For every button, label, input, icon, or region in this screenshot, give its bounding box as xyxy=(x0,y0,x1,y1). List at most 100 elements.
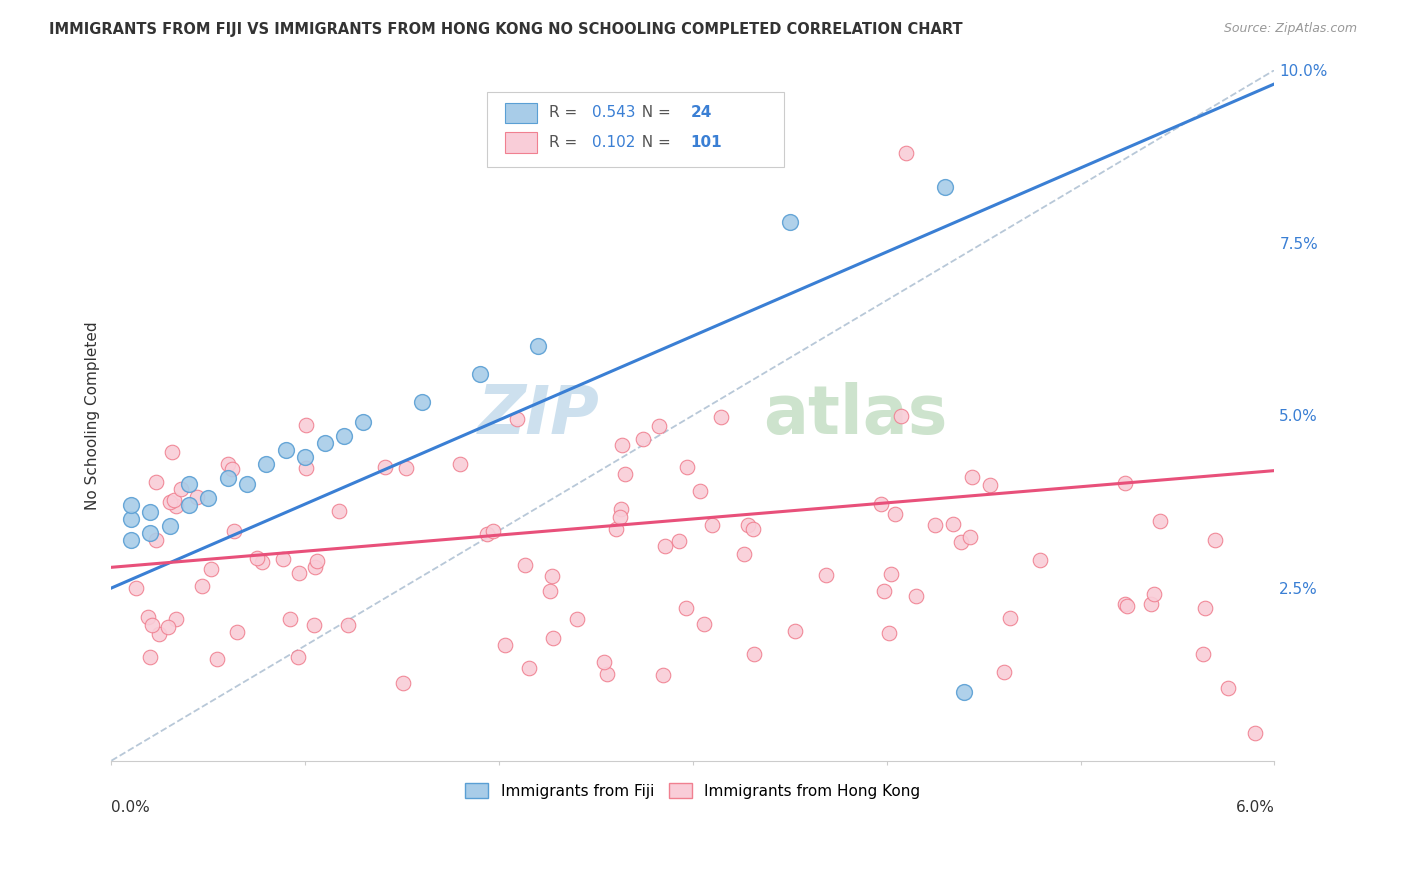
Point xyxy=(205,651,228,665)
Point xyxy=(200,562,222,576)
Point xyxy=(156,620,179,634)
Point xyxy=(148,627,170,641)
Point xyxy=(513,558,536,572)
Point xyxy=(934,180,956,194)
Point xyxy=(538,583,561,598)
Point xyxy=(328,504,350,518)
Text: Source: ZipAtlas.com: Source: ZipAtlas.com xyxy=(1223,22,1357,36)
Point xyxy=(540,569,562,583)
Text: R =: R = xyxy=(548,135,582,150)
Point xyxy=(953,684,976,698)
Point xyxy=(733,548,755,562)
Point xyxy=(998,611,1021,625)
Point xyxy=(1114,475,1136,490)
Point xyxy=(979,478,1001,492)
Point xyxy=(141,618,163,632)
Point xyxy=(395,460,418,475)
Point xyxy=(145,533,167,548)
Point xyxy=(294,450,316,464)
Point xyxy=(139,525,162,540)
Point xyxy=(160,445,183,459)
Point xyxy=(814,567,837,582)
Point xyxy=(159,495,181,509)
Point xyxy=(271,551,294,566)
Point xyxy=(314,436,336,450)
Point xyxy=(896,145,918,160)
Point xyxy=(668,534,690,549)
Point xyxy=(1114,597,1136,611)
Point xyxy=(177,498,200,512)
Point xyxy=(217,470,239,484)
Point xyxy=(274,442,297,457)
Point xyxy=(197,491,219,506)
Bar xyxy=(505,132,537,153)
Point xyxy=(333,429,356,443)
Y-axis label: No Schooling Completed: No Schooling Completed xyxy=(86,321,100,509)
Point xyxy=(785,624,807,639)
Point xyxy=(170,482,193,496)
Point xyxy=(993,665,1015,679)
Point xyxy=(873,583,896,598)
Point xyxy=(494,638,516,652)
Point xyxy=(477,527,499,541)
Point xyxy=(287,650,309,665)
Point xyxy=(295,461,318,475)
Text: 0.0%: 0.0% xyxy=(111,799,150,814)
Point xyxy=(165,500,187,514)
Point xyxy=(949,534,972,549)
Point xyxy=(1149,515,1171,529)
Text: N =: N = xyxy=(633,105,676,120)
Point xyxy=(609,502,631,516)
Point xyxy=(689,483,711,498)
Point xyxy=(411,394,433,409)
Point xyxy=(596,667,619,681)
Point xyxy=(605,125,627,139)
Point xyxy=(1244,726,1267,740)
Point xyxy=(165,612,187,626)
Text: ZIP: ZIP xyxy=(478,383,600,449)
Point xyxy=(1216,681,1239,695)
Point xyxy=(877,626,900,640)
Point xyxy=(609,509,631,524)
Point xyxy=(125,582,148,596)
Point xyxy=(1143,586,1166,600)
Point xyxy=(305,554,328,568)
Bar xyxy=(505,103,537,123)
Point xyxy=(959,530,981,544)
Point xyxy=(246,551,269,566)
Point xyxy=(1139,597,1161,611)
Point xyxy=(221,461,243,475)
Point xyxy=(869,497,891,511)
Point xyxy=(222,524,245,538)
Point xyxy=(337,617,360,632)
Point xyxy=(675,601,697,615)
Point xyxy=(159,519,181,533)
Point xyxy=(186,491,208,505)
Point xyxy=(136,610,159,624)
Point xyxy=(1116,599,1139,614)
Point xyxy=(278,612,301,626)
Point xyxy=(1204,533,1226,547)
Point xyxy=(631,432,654,446)
Point xyxy=(177,477,200,491)
Point xyxy=(962,470,984,484)
Point xyxy=(468,367,491,381)
Point xyxy=(302,617,325,632)
Point xyxy=(652,668,675,682)
Point xyxy=(942,517,965,532)
Point xyxy=(880,567,903,582)
Text: 0.102: 0.102 xyxy=(592,135,636,150)
Point xyxy=(883,507,905,521)
Point xyxy=(905,589,928,603)
Point xyxy=(565,612,588,626)
Point xyxy=(145,475,167,489)
Point xyxy=(614,467,637,481)
Point xyxy=(593,655,616,669)
Point xyxy=(236,477,259,491)
Point xyxy=(527,339,550,353)
Text: atlas: atlas xyxy=(762,383,948,449)
Point xyxy=(162,492,184,507)
FancyBboxPatch shape xyxy=(486,92,783,167)
Point xyxy=(610,438,633,452)
Point xyxy=(1191,648,1213,662)
